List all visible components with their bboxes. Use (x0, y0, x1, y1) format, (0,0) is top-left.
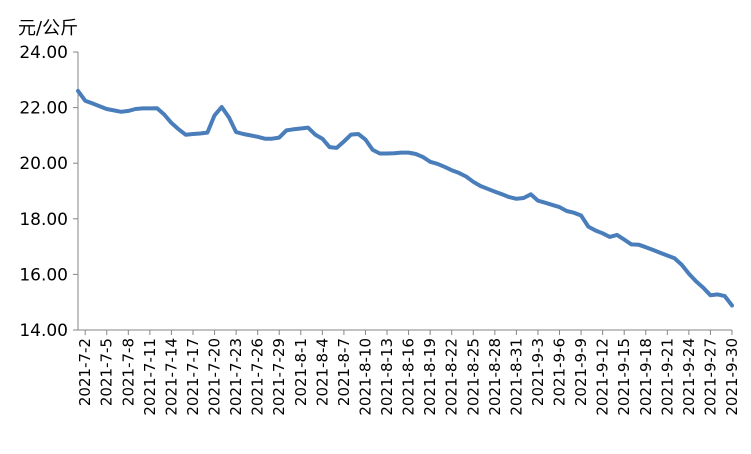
x-tick-label: 2021-8-10 (356, 338, 374, 416)
x-tick-label: 2021-9-6 (551, 338, 569, 406)
x-tick-label: 2021-8-22 (443, 338, 461, 416)
x-tick-label: 2021-8-16 (400, 338, 418, 416)
y-tick-label: 14.00 (19, 321, 68, 341)
x-tick-label: 2021-7-5 (98, 338, 116, 406)
x-tick-label: 2021-8-31 (507, 338, 525, 416)
x-tick-label: 2021-7-17 (184, 338, 202, 416)
y-tick-label: 16.00 (19, 265, 68, 285)
x-tick-label: 2021-7-8 (119, 338, 137, 406)
y-tick-label: 20.00 (19, 154, 68, 174)
x-tick-label: 2021-8-13 (378, 338, 396, 416)
y-tick-label: 18.00 (19, 210, 68, 230)
x-tick-label: 2021-8-4 (313, 338, 331, 406)
x-tick-label: 2021-9-21 (658, 338, 676, 416)
x-tick-label: 2021-9-24 (680, 338, 698, 416)
x-tick-label: 2021-7-11 (141, 338, 159, 416)
x-tick-label: 2021-8-19 (421, 338, 439, 416)
y-axis: 14.00 16.00 18.00 20.00 22.00 24.00 (19, 43, 79, 341)
x-tick-label: 2021-9-18 (637, 338, 655, 416)
x-tick-label: 2021-9-9 (572, 338, 590, 406)
x-tick-label: 2021-9-12 (594, 338, 612, 416)
x-tick-label: 2021-7-29 (270, 338, 288, 416)
x-tick-label: 2021-8-1 (292, 338, 310, 406)
series-line (76, 88, 734, 308)
y-tick-label: 22.00 (19, 99, 68, 119)
x-tick-label: 2021-7-26 (249, 338, 267, 416)
x-tick-label: 2021-8-25 (464, 338, 482, 416)
x-axis: 2021-7-2 2021-7-5 2021-7-8 2021-7-11 2021-7-… (76, 329, 741, 416)
x-tick-label: 2021-8-7 (335, 338, 353, 406)
x-tick-label: 2021-9-30 (723, 338, 741, 416)
x-tick-label: 2021-7-2 (76, 338, 94, 406)
x-tick-label: 2021-7-23 (227, 338, 245, 416)
x-tick-label: 2021-7-14 (162, 338, 180, 416)
x-tick-label: 2021-9-27 (701, 338, 719, 416)
x-tick-label: 2021-9-15 (615, 338, 633, 416)
y-unit-label: 元/公斤 (18, 18, 78, 39)
series-layer (76, 88, 734, 308)
y-tick-label: 24.00 (19, 43, 68, 63)
x-tick-label: 2021-8-28 (486, 338, 504, 416)
x-tick-label: 2021-9-3 (529, 338, 547, 406)
x-tick-label: 2021-7-20 (206, 338, 224, 416)
